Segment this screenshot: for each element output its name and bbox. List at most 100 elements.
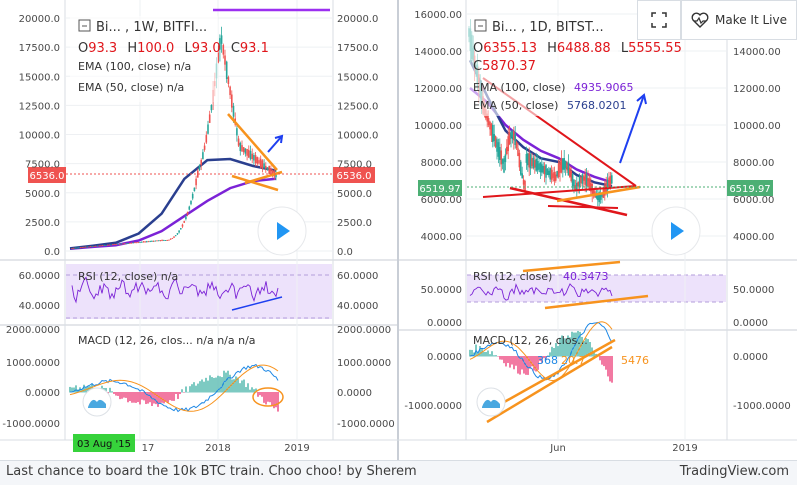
macd-right-line bbox=[469, 321, 613, 381]
candle-right-body bbox=[555, 174, 557, 181]
play-button-right[interactable] bbox=[651, 206, 701, 256]
candle-left-body bbox=[103, 245, 106, 246]
macd-line1-right bbox=[489, 338, 616, 412]
candle-left-body bbox=[129, 242, 131, 244]
candle-left-body bbox=[188, 206, 191, 210]
macd-left-signal bbox=[69, 364, 279, 412]
macd-left-hist bbox=[83, 384, 85, 393]
candle-left-body bbox=[135, 242, 138, 244]
macd-tick-right-left: -1000.0000 bbox=[404, 401, 462, 412]
candle-left-body bbox=[225, 61, 228, 79]
candle-left-body bbox=[144, 241, 146, 243]
candle-left-body bbox=[241, 145, 243, 152]
candle-right-body bbox=[487, 118, 490, 126]
collapse-icon-right[interactable] bbox=[474, 19, 487, 32]
candle-right-body bbox=[595, 194, 598, 198]
fullscreen-button[interactable] bbox=[637, 0, 681, 40]
candle-left-body bbox=[123, 243, 126, 245]
y-tick-left-left: 12500.0 bbox=[19, 101, 60, 112]
macd-left-hist bbox=[209, 375, 211, 393]
cloud-icon bbox=[88, 399, 106, 408]
macd-left-hist bbox=[125, 392, 127, 398]
macd-circle-left bbox=[252, 387, 284, 407]
macd-left-hist bbox=[239, 383, 241, 393]
candle-right-body bbox=[604, 185, 606, 196]
macd-right-hist bbox=[507, 356, 509, 363]
candle-left-body bbox=[146, 241, 148, 243]
rsi-label-left: RSI (12, close) n/a bbox=[78, 270, 178, 283]
candle-right-body bbox=[546, 169, 549, 175]
x-tick-right: Jun bbox=[549, 443, 566, 454]
candle-left-body bbox=[164, 240, 167, 241]
macd-right-hist bbox=[547, 355, 549, 357]
macd-right-hist bbox=[559, 337, 561, 357]
macd-right-hist bbox=[515, 356, 517, 366]
tradingview-link[interactable]: TradingView.com bbox=[679, 464, 789, 479]
x-tick-left: 2019 bbox=[284, 443, 309, 454]
macd-label-left: MACD (12, 26, clos... n/a n/a n/a bbox=[78, 334, 256, 347]
macd-right-hist bbox=[561, 335, 563, 357]
y-tick-left-left: 0.0 bbox=[44, 247, 60, 258]
macd-left-hist bbox=[269, 392, 271, 403]
candle-left-body bbox=[251, 153, 253, 160]
macd-value-right-1: 368 bbox=[537, 354, 558, 367]
candle-left-body bbox=[275, 173, 277, 178]
candle-left-body bbox=[166, 240, 168, 241]
candle-right-body bbox=[584, 173, 586, 185]
candle-right-body bbox=[504, 154, 507, 162]
macd-right-hist bbox=[545, 356, 547, 360]
macd-left-hist bbox=[253, 389, 255, 393]
macd-left-hist bbox=[71, 387, 73, 393]
ema100-label-right: EMA (100, close) bbox=[473, 81, 565, 94]
play-button-left[interactable] bbox=[257, 206, 307, 256]
candle-left-body bbox=[110, 244, 112, 246]
y-tick-right-left: 14000.00 bbox=[414, 47, 462, 58]
candle-left-body bbox=[244, 148, 247, 154]
rsi-upper-right bbox=[522, 260, 621, 273]
macd-right-hist bbox=[539, 356, 541, 361]
date-tag bbox=[73, 434, 135, 452]
tv-logo-right[interactable] bbox=[476, 387, 506, 417]
macd-right-hist bbox=[483, 351, 485, 357]
candle-left-body bbox=[249, 150, 252, 160]
macd-right-hist bbox=[527, 356, 529, 375]
collapse-icon-left[interactable] bbox=[78, 19, 91, 32]
tv-logo-left[interactable] bbox=[82, 387, 112, 417]
macd-left-hist bbox=[221, 377, 223, 393]
cloud-icon bbox=[482, 399, 500, 408]
macd-left-hist bbox=[111, 391, 113, 393]
x-tick-right: 2019 bbox=[672, 443, 697, 454]
arrow-up-left-icon bbox=[267, 135, 283, 153]
macd-right-hist bbox=[543, 356, 545, 359]
macd-tick-left-right: -1000.0000 bbox=[337, 419, 395, 430]
candle-right-body bbox=[570, 170, 572, 182]
macd-left-hist bbox=[207, 380, 209, 393]
rsi-label-right: RSI (12, close) bbox=[473, 270, 552, 283]
macd-left-hist bbox=[243, 379, 245, 393]
macd-left-hist bbox=[171, 392, 173, 401]
macd-left-hist bbox=[179, 392, 181, 395]
candle-left-body bbox=[81, 247, 83, 248]
y-tick-left-left: 15000.0 bbox=[19, 72, 60, 83]
candle-left-body bbox=[142, 241, 145, 243]
macd-right-hist bbox=[531, 356, 533, 367]
candle-left-body bbox=[183, 221, 185, 223]
candle-left-body bbox=[163, 239, 165, 241]
macd-right-hist bbox=[529, 356, 531, 369]
candle-right-body bbox=[497, 142, 500, 157]
candle-left-body bbox=[83, 246, 85, 248]
candle-left-body bbox=[108, 244, 111, 246]
y-tick-right-right: 12000.00 bbox=[733, 84, 781, 95]
macd-left-hist bbox=[177, 392, 179, 399]
charts-canvas: 6536.0 6536.0 6519.97 6519.97 Bi... , 1W… bbox=[0, 0, 797, 460]
ema100-line-left bbox=[69, 177, 277, 250]
macd-left-hist bbox=[241, 380, 243, 393]
candle-right-body bbox=[513, 131, 515, 141]
macd-left-hist bbox=[203, 381, 205, 393]
y-tick-right-right: 6000.00 bbox=[733, 195, 774, 206]
make-it-live-button[interactable]: Make It Live bbox=[681, 0, 797, 40]
support-red-right bbox=[509, 186, 628, 217]
wedge-lower-left bbox=[231, 174, 279, 192]
candle-right-body bbox=[597, 193, 599, 201]
footer-bar: Last chance to board the 10k BTC train. … bbox=[0, 460, 797, 485]
